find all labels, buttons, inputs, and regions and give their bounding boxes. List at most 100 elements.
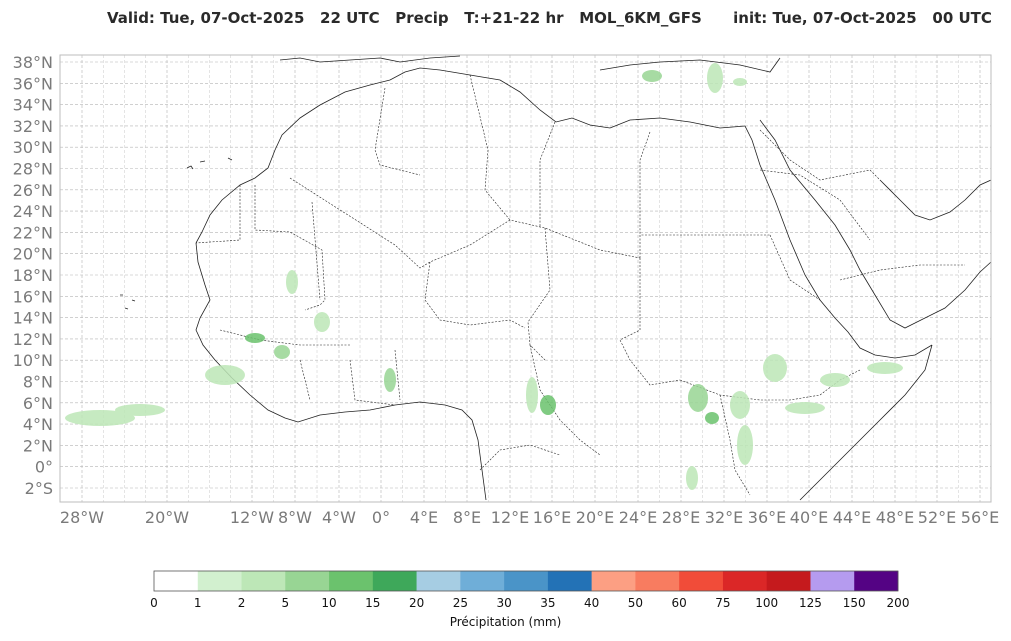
colorbar-tick-label: 200: [886, 596, 910, 610]
colorbar-segment: [285, 571, 330, 591]
precip-cell: [705, 412, 719, 424]
precip-cell: [384, 368, 396, 392]
lat-label: 26°N: [13, 181, 53, 200]
country-borders: [195, 74, 965, 496]
colorbar-segment: [722, 571, 768, 591]
lat-label: 14°N: [13, 309, 53, 328]
field-name: Precip: [395, 9, 449, 27]
precip-cell: [707, 63, 723, 93]
persian-gulf-coast: [879, 179, 991, 221]
colorbar-tick-label: 60: [671, 596, 687, 610]
lon-label: 12°E: [491, 508, 529, 527]
forecast-step: T:+21-22 hr: [464, 9, 564, 27]
lon-label: 12°W: [230, 508, 274, 527]
precip-cell: [730, 391, 750, 419]
cape-verde-islands: [120, 294, 136, 310]
lon-label: 4°E: [410, 508, 438, 527]
precip-cell: [733, 78, 747, 86]
precip-cell: [867, 362, 903, 374]
lon-label: 52°E: [918, 508, 956, 527]
lat-label: 12°N: [13, 330, 53, 349]
map-title: Valid: Tue, 07-Oct-2025 22 UTC Precip T:…: [107, 9, 992, 27]
colorbar-segment: [547, 571, 592, 591]
precip-cell: [820, 373, 850, 387]
lon-label: 0°: [372, 508, 390, 527]
lat-label: 38°N: [13, 53, 53, 72]
lat-label: 20°N: [13, 245, 53, 264]
colorbar-tick-label: 150: [842, 596, 866, 610]
precip-cell: [65, 410, 135, 426]
lon-label: 20°E: [576, 508, 614, 527]
colorbar-segment: [372, 571, 417, 591]
colorbar-tick-label: 25: [452, 596, 468, 610]
colorbar-segment: [810, 571, 855, 591]
lon-label: 36°E: [748, 508, 786, 527]
lat-label: 30°N: [13, 138, 53, 157]
precip-cell: [688, 384, 708, 412]
lon-label: 56°E: [961, 508, 999, 527]
colorbar-tick-label: 1: [193, 596, 202, 610]
colorbar-tick-label: 5: [281, 596, 290, 610]
lon-label: 16°E: [533, 508, 571, 527]
colorbar-segment: [591, 571, 636, 591]
lon-label: 20°W: [145, 508, 189, 527]
colorbar-tick-label: 2: [237, 596, 246, 610]
lat-label: 10°N: [13, 351, 53, 370]
map-background: [60, 55, 991, 502]
map-frame: [59, 54, 992, 503]
lat-label: 0°: [35, 458, 53, 477]
lat-label: 34°N: [13, 96, 53, 115]
anatolia-coast: [599, 57, 781, 73]
colorbar-tick-label: 125: [799, 596, 822, 610]
colorbar-segment: [854, 571, 899, 591]
precip-cell: [540, 395, 556, 415]
lon-label: 8°W: [278, 508, 312, 527]
colorbar-tick-label: 15: [365, 596, 381, 610]
colorbar-segment: [679, 571, 724, 591]
canary-islands: [186, 157, 233, 170]
precip-cells: [65, 63, 903, 490]
lat-label: 18°N: [13, 266, 53, 285]
lon-label: 8°E: [453, 508, 481, 527]
colorbar-frame: [153, 570, 899, 592]
mediterranean-north: [279, 55, 461, 63]
lon-label: 40°E: [790, 508, 828, 527]
valid-time: Valid: Tue, 07-Oct-2025 22 UTC: [107, 9, 380, 27]
colorbar-tick-label: 100: [755, 596, 779, 610]
coastlines: [120, 55, 991, 501]
precip-cell: [274, 345, 290, 359]
lat-label: 32°N: [13, 117, 53, 136]
colorbar-segment: [416, 571, 461, 591]
colorbar-tick-label: 20: [408, 596, 425, 610]
colorbar-segment: [460, 571, 505, 591]
colorbar-segment: [635, 571, 680, 591]
precip-cell: [205, 365, 245, 385]
precip-cell: [737, 425, 753, 465]
colorbar-tick-label: 50: [627, 596, 644, 610]
model-name: MOL_6KM_GFS: [579, 9, 702, 27]
colorbar: [153, 570, 899, 592]
precip-cell: [642, 70, 662, 82]
graticule: [60, 55, 991, 502]
lat-label: 2°S: [25, 479, 53, 498]
lon-label: 32°E: [705, 508, 743, 527]
colorbar-tick-label: 10: [321, 596, 337, 610]
precip-cell: [245, 333, 265, 343]
precip-cell: [686, 466, 698, 490]
precip-cell: [286, 270, 298, 294]
red-sea-west-coast: [744, 125, 933, 359]
colorbar-title: Précipitation (mm): [449, 615, 562, 629]
lat-label: 36°N: [13, 74, 53, 93]
lat-label: 4°N: [23, 415, 53, 434]
colorbar-tick-label: 30: [496, 596, 512, 610]
lon-label: 4°W: [322, 508, 356, 527]
precip-cell: [785, 402, 825, 414]
longitude-labels: 28°W 20°W 12°W 8°W 4°W 0° 4°E 8°E 12°E 16°E 20°E 24…: [60, 508, 999, 527]
colorbar-tick-label: 40: [584, 596, 600, 610]
colorbar-segment: [241, 571, 286, 591]
colorbar-segment: [154, 571, 199, 591]
lat-label: 6°N: [23, 394, 53, 413]
lat-label: 22°N: [13, 223, 53, 242]
lat-label: 28°N: [13, 160, 53, 179]
